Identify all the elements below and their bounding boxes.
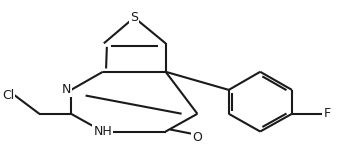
Text: Cl: Cl: [2, 89, 14, 102]
Text: NH: NH: [93, 125, 112, 138]
Text: F: F: [324, 107, 330, 120]
Text: S: S: [130, 11, 138, 24]
Text: O: O: [192, 131, 202, 144]
Text: N: N: [62, 83, 71, 96]
